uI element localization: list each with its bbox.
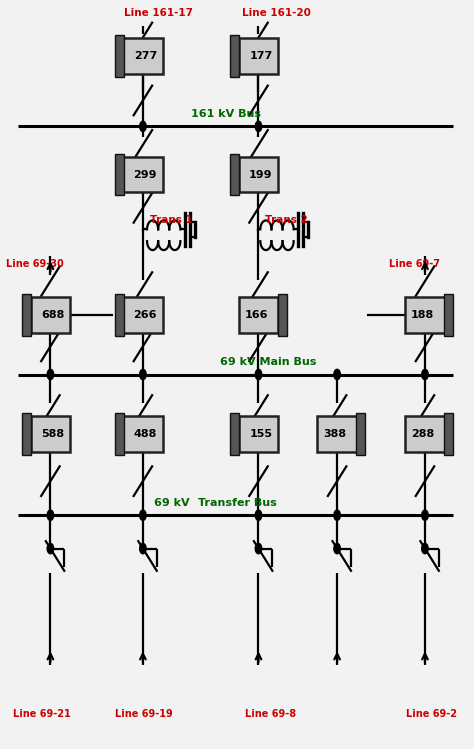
Bar [123, 297, 163, 333]
Bar [22, 413, 31, 455]
Text: Line 161-20: Line 161-20 [242, 8, 311, 18]
Bar [239, 157, 278, 192]
Bar [31, 297, 70, 333]
Text: 69 kV: 69 kV [154, 497, 189, 508]
Circle shape [255, 510, 262, 521]
Bar [318, 416, 357, 452]
Text: Line 69-19: Line 69-19 [115, 709, 173, 719]
Bar [405, 416, 445, 452]
Text: 155: 155 [249, 428, 273, 439]
Circle shape [140, 510, 146, 521]
Bar [123, 157, 163, 192]
Bar [230, 154, 239, 195]
Circle shape [47, 369, 54, 380]
Bar [115, 294, 124, 336]
Text: Line 161-17: Line 161-17 [124, 8, 193, 18]
Text: 299: 299 [134, 169, 157, 180]
Text: Line 69-30: Line 69-30 [7, 259, 64, 269]
Bar [239, 416, 278, 452]
Text: Transfer Bus: Transfer Bus [199, 497, 277, 508]
Circle shape [334, 543, 340, 554]
Bar [356, 413, 365, 455]
Bar [123, 38, 163, 74]
Circle shape [334, 510, 340, 521]
Text: Trans 2: Trans 2 [265, 215, 308, 225]
Bar [230, 413, 239, 455]
Bar [115, 413, 124, 455]
Circle shape [255, 543, 262, 554]
Text: 161 kV Bus: 161 kV Bus [191, 109, 261, 119]
Text: 177: 177 [249, 51, 273, 61]
Bar [239, 38, 278, 74]
Circle shape [140, 543, 146, 554]
Text: Trans 1: Trans 1 [150, 215, 192, 225]
Circle shape [255, 121, 262, 132]
Circle shape [422, 510, 428, 521]
Circle shape [255, 369, 262, 380]
Bar [123, 416, 163, 452]
Bar [239, 297, 278, 333]
Text: 388: 388 [323, 428, 346, 439]
Bar [278, 294, 287, 336]
Text: Line 69-8: Line 69-8 [245, 709, 296, 719]
Bar [115, 154, 124, 195]
Text: 266: 266 [134, 310, 157, 321]
Circle shape [422, 369, 428, 380]
Text: 166: 166 [245, 310, 268, 321]
Text: 277: 277 [134, 51, 157, 61]
Circle shape [47, 543, 54, 554]
Bar [115, 35, 124, 77]
Bar [230, 35, 239, 77]
Circle shape [47, 510, 54, 521]
Text: 488: 488 [134, 428, 157, 439]
Text: 199: 199 [249, 169, 273, 180]
Circle shape [422, 543, 428, 554]
Text: 688: 688 [41, 310, 64, 321]
Text: Line 69-7: Line 69-7 [389, 259, 440, 269]
Text: 188: 188 [411, 310, 434, 321]
Bar [22, 294, 31, 336]
Bar [444, 413, 453, 455]
Bar [444, 294, 453, 336]
Circle shape [140, 369, 146, 380]
Bar [405, 297, 445, 333]
Circle shape [140, 121, 146, 132]
Circle shape [334, 369, 340, 380]
Text: 69 kV Main Bus: 69 kV Main Bus [219, 357, 316, 367]
Bar [31, 416, 70, 452]
Text: 288: 288 [411, 428, 434, 439]
Text: Line 69-21: Line 69-21 [13, 709, 71, 719]
Text: Line 69-2: Line 69-2 [407, 709, 457, 719]
Text: 588: 588 [41, 428, 64, 439]
